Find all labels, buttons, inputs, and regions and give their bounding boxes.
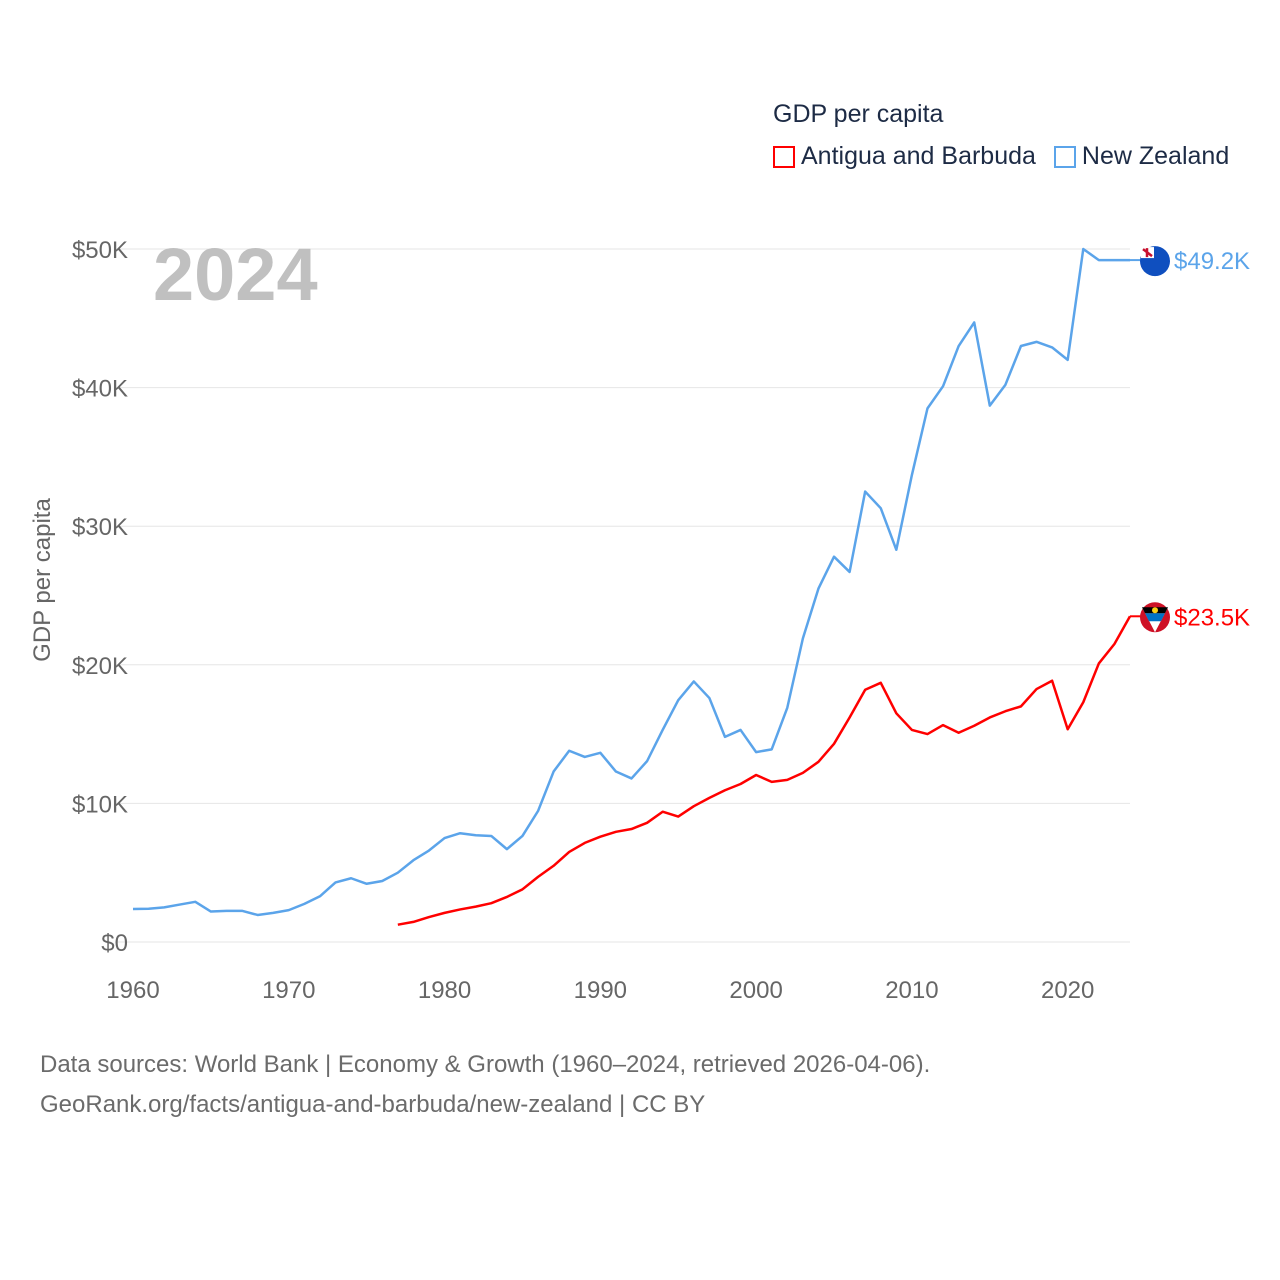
year-overlay: 2024 <box>153 233 318 316</box>
y-tick-label: $50K <box>72 237 128 264</box>
legend-title: GDP per capita <box>773 100 944 128</box>
x-tick-label: 1970 <box>262 977 315 1004</box>
source-url[interactable]: GeoRank.org/facts/antigua-and-barbuda/ne… <box>40 1091 706 1118</box>
x-tick-label: 2020 <box>1041 977 1094 1004</box>
y-axis-label: GDP per capita <box>29 498 56 662</box>
end-value-label: $49.2K <box>1174 248 1250 275</box>
y-tick-label: $0 <box>101 930 128 957</box>
x-tick-label: 2010 <box>885 977 938 1004</box>
y-tick-label: $10K <box>72 791 128 818</box>
y-tick-label: $30K <box>72 514 128 541</box>
legend-swatch <box>773 145 795 168</box>
legend: Antigua and Barbuda New Zealand <box>773 142 1247 171</box>
flag-antigua-icon <box>1152 607 1158 614</box>
y-tick-label: $40K <box>72 376 128 403</box>
legend-item-antigua[interactable]: Antigua and Barbuda <box>773 142 1036 171</box>
legend-swatch <box>1053 145 1076 168</box>
series-line-antigua <box>397 615 1132 926</box>
flag-antigua-icon <box>1145 613 1165 622</box>
end-value-label: $23.5K <box>1174 604 1250 631</box>
x-tick-label: 2000 <box>729 977 782 1004</box>
legend-item-new-zealand[interactable]: New Zealand <box>1053 142 1230 171</box>
legend-label: Antigua and Barbuda <box>801 142 1036 170</box>
series-line-new-zealand <box>132 247 1130 917</box>
x-tick-label: 1960 <box>106 977 159 1004</box>
x-tick-label: 1980 <box>418 977 471 1004</box>
source-note: Data sources: World Bank | Economy & Gro… <box>40 1045 930 1125</box>
flag-new-zealand-icon <box>1142 248 1153 258</box>
x-tick-label: 1990 <box>574 977 627 1004</box>
legend-label: New Zealand <box>1081 142 1230 170</box>
source-line: Data sources: World Bank | Economy & Gro… <box>40 1051 931 1078</box>
y-tick-label: $20K <box>72 653 128 680</box>
